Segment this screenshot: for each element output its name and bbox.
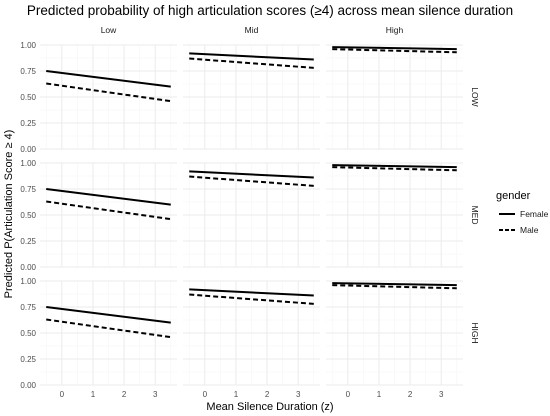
facet-row-label-low: LOW xyxy=(470,87,480,106)
x-tick-label: 0 xyxy=(60,390,65,399)
x-tick-label: 3 xyxy=(153,390,158,399)
y-tick-label: 0.75 xyxy=(20,185,36,194)
y-tick-label: 1.00 xyxy=(20,41,36,50)
y-tick-label: 0.25 xyxy=(20,237,36,246)
facet-row-label-high: HIGH xyxy=(470,322,480,343)
y-tick-label: 0.50 xyxy=(20,329,36,338)
x-tick-label: 2 xyxy=(408,390,413,399)
panel-low-mid xyxy=(183,44,320,150)
legend-entries: Female Male xyxy=(499,209,549,235)
series-line-female-high-mid xyxy=(189,288,314,297)
x-tick-label: 2 xyxy=(265,390,270,399)
series-line-female-low-low xyxy=(46,70,171,88)
series-line-male-low-mid xyxy=(189,57,314,69)
y-tick-label: 0.50 xyxy=(20,211,36,220)
facet-col-label-high: High xyxy=(386,25,404,35)
panel-med-low xyxy=(40,162,177,268)
series-line-female-low-high xyxy=(332,46,457,51)
panel-high-low xyxy=(40,280,177,386)
series-line-male-med-low xyxy=(46,200,171,221)
x-tick-label: 2 xyxy=(122,390,127,399)
x-tick-label: 3 xyxy=(439,390,444,399)
y-tick-label: 1.00 xyxy=(20,159,36,168)
series-line-female-high-low xyxy=(46,306,171,324)
series-line-male-low-low xyxy=(46,82,171,103)
x-tick-label: 3 xyxy=(296,390,301,399)
legend-title: gender xyxy=(496,190,531,202)
x-tick-label: 1 xyxy=(377,390,382,399)
series-line-male-high-mid xyxy=(189,293,314,305)
panel-med-high xyxy=(326,162,463,268)
series-line-female-med-high xyxy=(332,164,457,169)
panel-low-high xyxy=(326,44,463,150)
panel-high-high xyxy=(326,280,463,386)
y-tick-label: 0.75 xyxy=(20,303,36,312)
facet-col-label-low: Low xyxy=(101,25,117,35)
x-tick-label: 0 xyxy=(203,390,208,399)
y-tick-label: 0.25 xyxy=(20,119,36,128)
series-line-male-low-high xyxy=(332,48,457,54)
y-tick-label: 0.00 xyxy=(20,263,36,272)
legend-label-female: Female xyxy=(520,209,549,219)
panel-high-mid xyxy=(183,280,320,386)
facet-col-label-mid: Mid xyxy=(245,25,259,35)
series-line-male-high-low xyxy=(46,318,171,339)
series-line-male-high-high xyxy=(332,284,457,290)
series-line-female-high-high xyxy=(332,282,457,287)
y-tick-label: 0.00 xyxy=(20,381,36,390)
series-line-male-med-high xyxy=(332,166,457,172)
legend: gender Female Male xyxy=(496,190,549,235)
y-tick-label: 0.50 xyxy=(20,93,36,102)
y-tick-label: 1.00 xyxy=(20,277,36,286)
series-line-female-low-mid xyxy=(189,52,314,61)
facet-row-label-med: MED xyxy=(470,206,480,225)
panel-med-mid xyxy=(183,162,320,268)
y-tick-label: 0.25 xyxy=(20,355,36,364)
x-tick-label: 0 xyxy=(346,390,351,399)
legend-label-male: Male xyxy=(520,225,539,235)
y-tick-label: 0.75 xyxy=(20,67,36,76)
y-axis-label: Predicted P(Articulation Score ≥ 4) xyxy=(3,130,15,299)
x-tick-label: 1 xyxy=(91,390,96,399)
x-axis-label: Mean Silence Duration (z) xyxy=(206,401,333,413)
series-line-male-med-mid xyxy=(189,175,314,187)
series-line-female-med-mid xyxy=(189,170,314,179)
series-line-female-med-low xyxy=(46,188,171,206)
chart-title: Predicted probability of high articulati… xyxy=(27,3,513,18)
panels-layer: Low Mid High LOW MED HIGH 0.00 0.25 0.50 0.75 1.00… xyxy=(20,25,480,399)
panel-low-low xyxy=(40,44,177,150)
y-tick-label: 0.00 xyxy=(20,145,36,154)
x-tick-label: 1 xyxy=(234,390,239,399)
